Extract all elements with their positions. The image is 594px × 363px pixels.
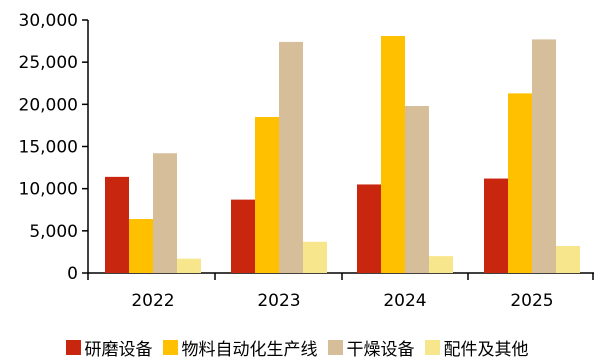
legend-label: 研磨设备 [84,339,153,360]
y-tick-label: 30,000 [19,11,78,31]
y-tick-label: 15,000 [19,138,78,158]
bar [556,246,580,273]
legend-swatch [65,339,81,355]
bar [231,199,255,273]
x-tick-label: 2025 [510,291,553,311]
bar [303,241,327,273]
bar [429,256,453,273]
bar [381,36,405,274]
y-tick-label: 25,000 [19,53,78,73]
bar [484,178,508,273]
bar [405,106,429,274]
bar [357,184,381,273]
bar [129,219,153,273]
bar [255,116,279,273]
legend-label: 物料自动化生产线 [181,339,318,360]
x-tick-label: 2024 [383,291,426,311]
legend-item: 干燥设备 [327,335,415,360]
legend-item: 物料自动化生产线 [162,335,318,360]
legend: 研磨设备 物料自动化生产线 干燥设备 配件及其他 [0,334,594,360]
legend-swatch [424,339,440,355]
bar [177,258,201,273]
y-tick-label: 5,000 [29,222,78,242]
bar [153,153,177,273]
legend-label: 配件及其他 [443,339,529,360]
legend-label: 干燥设备 [346,339,415,360]
bar [105,176,129,273]
bar [508,93,532,274]
bar-chart: 0 5,000 10,000 15,000 20,000 25,000 30,000 2022… [19,11,594,311]
y-tick-label: 20,000 [19,95,78,115]
legend-item: 研磨设备 [65,335,153,360]
x-tick-label: 2022 [131,291,174,311]
bar [532,39,556,273]
legend-item: 配件及其他 [424,335,529,360]
x-tick-label: 2023 [257,291,300,311]
y-tick-label: 0 [67,264,78,284]
bar [279,41,303,273]
legend-swatch [162,339,178,355]
legend-swatch [327,339,343,355]
y-tick-label: 10,000 [19,180,78,200]
